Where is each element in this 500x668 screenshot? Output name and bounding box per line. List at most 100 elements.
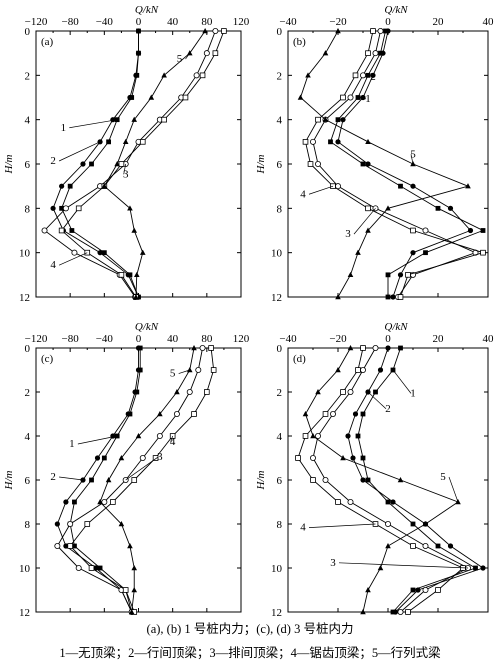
data-point: [106, 139, 112, 145]
data-point: [340, 455, 346, 461]
data-point: [340, 94, 346, 101]
data-point: [210, 367, 217, 373]
data-point: [359, 72, 366, 79]
data-point: [435, 587, 441, 593]
x-tick-label: 120: [233, 16, 250, 28]
data-point: [480, 228, 486, 233]
data-point: [385, 205, 391, 211]
data-point: [355, 249, 361, 255]
y-tick-label: 12: [271, 607, 282, 619]
y-tick-label: 2: [277, 70, 283, 82]
data-point: [384, 521, 391, 528]
data-point: [314, 432, 321, 439]
data-point: [360, 477, 366, 483]
data-point: [97, 499, 103, 505]
callout-leader: [178, 369, 190, 374]
data-point: [467, 227, 474, 234]
y-tick-label: 8: [25, 203, 31, 215]
y-axis-title: H/m: [3, 154, 15, 174]
series-label: 5: [440, 471, 446, 483]
data-point: [360, 345, 366, 351]
callout-leader: [308, 185, 334, 195]
x-axis-title: Q/kN: [384, 4, 408, 16]
data-point: [422, 521, 429, 527]
series-label: 4: [170, 436, 176, 448]
data-point: [88, 565, 95, 571]
data-point: [410, 227, 416, 234]
data-point: [101, 250, 107, 256]
data-point: [365, 50, 371, 56]
data-point: [372, 50, 379, 57]
y-tick-label: 8: [277, 519, 283, 531]
y-tick-label: 6: [277, 159, 283, 171]
x-tick-label: 40: [483, 16, 495, 28]
x-axis-title: Q/kN: [135, 321, 159, 333]
data-point: [67, 183, 73, 189]
data-point: [473, 565, 478, 571]
callout-leader: [58, 141, 101, 162]
data-point: [359, 366, 366, 373]
series-line: [312, 30, 477, 298]
series-3: [41, 27, 219, 300]
x-axis-title: Q/kN: [135, 4, 159, 16]
data-point: [186, 388, 193, 395]
data-point: [204, 389, 210, 395]
data-point: [398, 345, 403, 351]
series-line: [61, 30, 225, 298]
data-point: [152, 455, 159, 461]
data-point: [365, 72, 371, 78]
callout-leader: [77, 435, 118, 445]
data-point: [62, 205, 69, 212]
series-label: 1: [69, 438, 75, 450]
data-point: [182, 94, 189, 101]
data-point: [101, 498, 108, 505]
x-tick-label: 0: [385, 333, 391, 345]
data-point: [135, 345, 142, 351]
data-point: [352, 72, 359, 79]
x-tick-label: 0: [136, 333, 142, 345]
data-point: [310, 433, 316, 439]
data-point: [97, 565, 103, 571]
data-point: [139, 454, 146, 461]
data-point: [93, 565, 99, 571]
data-point: [97, 139, 103, 145]
data-point: [50, 205, 56, 211]
x-tick-label: 80: [201, 16, 213, 28]
series-2: [50, 28, 142, 300]
series-label: 4: [300, 522, 306, 534]
data-point: [193, 72, 200, 79]
data-point: [195, 366, 202, 373]
data-point: [212, 50, 219, 56]
data-point: [345, 433, 351, 439]
data-point: [118, 521, 125, 527]
data-point: [110, 499, 116, 505]
y-tick-label: 0: [25, 343, 31, 355]
series-5: [101, 28, 208, 300]
data-point: [335, 499, 341, 505]
data-point: [208, 345, 214, 351]
series-label: 3: [330, 557, 336, 569]
data-point: [410, 587, 416, 593]
data-point: [203, 50, 210, 57]
callout-leader: [392, 369, 412, 394]
series-4: [295, 345, 466, 615]
data-point: [191, 345, 197, 351]
series-label: 3: [123, 168, 129, 180]
data-point: [199, 344, 206, 351]
callout-leader: [448, 476, 459, 503]
data-point: [131, 227, 138, 233]
data-point: [322, 50, 329, 56]
data-point: [202, 28, 208, 34]
data-point: [305, 72, 311, 78]
x-tick-label: −40: [96, 333, 114, 345]
data-point: [161, 116, 167, 123]
callout-leader: [410, 154, 414, 165]
callout-leader: [338, 562, 469, 569]
data-point: [340, 117, 346, 123]
y-tick-label: 12: [271, 292, 282, 304]
data-point: [309, 454, 316, 461]
data-point: [377, 367, 384, 373]
x-tick-label: 0: [385, 16, 391, 28]
